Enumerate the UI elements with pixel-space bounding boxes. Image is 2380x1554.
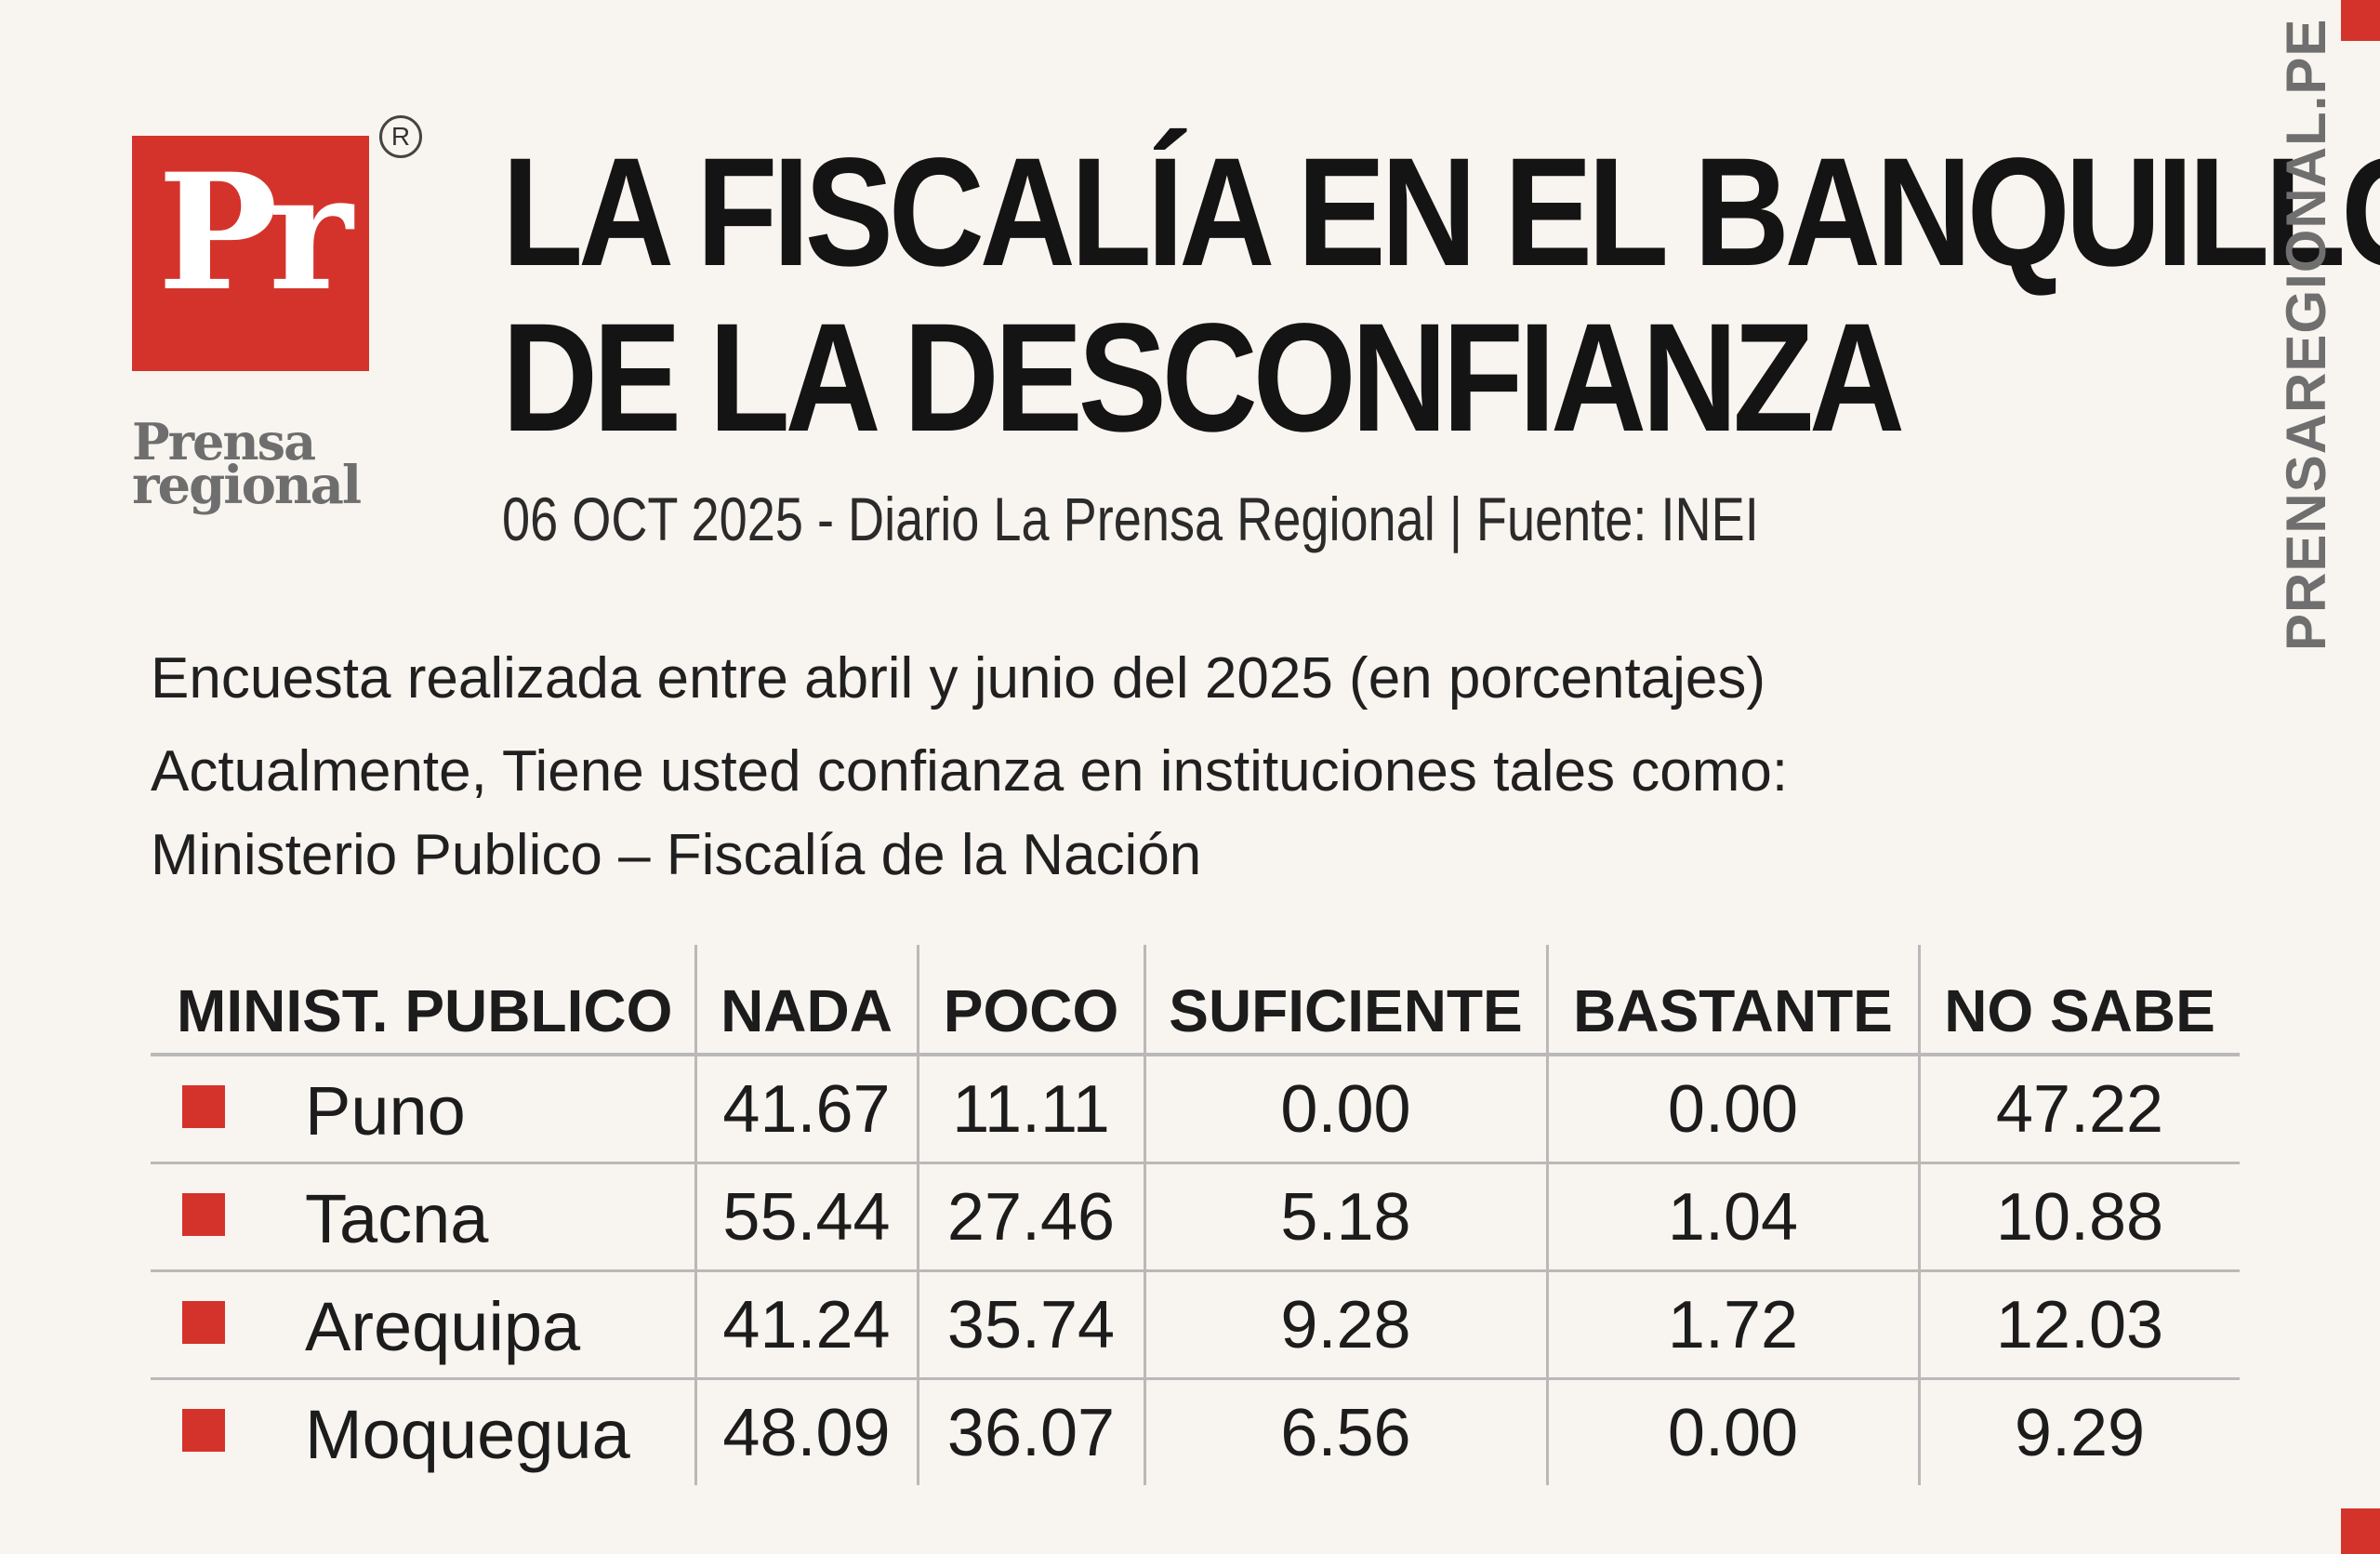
- page-title: LA FISCALÍA EN EL BANQUILLO DE LA DESCON…: [502, 126, 2380, 464]
- table-cell: 36.07: [916, 1378, 1144, 1485]
- table-cell: 0.00: [1143, 1055, 1547, 1164]
- table-cell: 0.00: [1545, 1055, 1919, 1164]
- table-cell: 47.22: [1917, 1055, 2240, 1164]
- column-header: NADA: [694, 945, 918, 1056]
- byline: 06 OCT 2025 - Diario La Prensa Regional …: [502, 485, 1759, 553]
- logo-mark: Pr: [132, 136, 369, 371]
- table-cell: 12.03: [1917, 1270, 2240, 1380]
- table-cell: 35.74: [916, 1270, 1144, 1380]
- table-row: Puno 41.67 11.11 0.00 0.00 47.22: [151, 1055, 2240, 1164]
- column-header: MINIST. PUBLICO: [151, 945, 695, 1056]
- logo-wordmark-line1: Prensa: [132, 412, 316, 472]
- region-label: Tacna: [305, 1179, 489, 1257]
- column-header: NO SABE: [1917, 945, 2240, 1056]
- accent-bar-top: [2341, 0, 2380, 41]
- region-label: Arequipa: [305, 1287, 581, 1365]
- table-cell: 11.11: [916, 1055, 1144, 1164]
- table-cell: 1.04: [1545, 1162, 1919, 1272]
- survey-intro-line3: Ministerio Publico – Fiscalía de la Naci…: [151, 823, 1202, 887]
- table-header-row: MINIST. PUBLICO NADA POCO SUFICIENTE BAS…: [151, 945, 2240, 1056]
- table-row: Moquegua 48.09 36.07 6.56 0.00 9.29: [151, 1378, 2240, 1486]
- table-cell: 9.28: [1143, 1270, 1547, 1380]
- accent-bar-bottom: [2341, 1508, 2380, 1554]
- logo-wordmark: Prensa regional: [132, 417, 374, 511]
- region-label: Puno: [305, 1071, 466, 1149]
- table-cell: 5.18: [1143, 1162, 1547, 1272]
- table-cell: 41.24: [694, 1270, 918, 1380]
- bullet-square-icon: [182, 1409, 225, 1453]
- region-cell: Arequipa: [151, 1270, 695, 1380]
- table-cell: 1.72: [1545, 1270, 1919, 1380]
- table-cell: 0.00: [1545, 1378, 1919, 1485]
- region-cell: Tacna: [151, 1162, 695, 1272]
- region-cell: Puno: [151, 1055, 695, 1164]
- column-header: SUFICIENTE: [1143, 945, 1547, 1056]
- table-cell: 55.44: [694, 1162, 918, 1272]
- table-cell: 48.09: [694, 1378, 918, 1485]
- page-title-line1: LA FISCALÍA EN EL BANQUILLO: [502, 126, 2380, 299]
- confidence-table-grid: MINIST. PUBLICO NADA POCO SUFICIENTE BAS…: [151, 945, 2240, 1485]
- column-header: BASTANTE: [1545, 945, 1919, 1056]
- side-website-text: PRENSAREGIONAL.PE: [2275, 18, 2337, 651]
- confidence-table: MINIST. PUBLICO NADA POCO SUFICIENTE BAS…: [151, 945, 2240, 1485]
- table-row: Arequipa 41.24 35.74 9.28 1.72 12.03: [151, 1270, 2240, 1380]
- region-label: Moquegua: [305, 1395, 630, 1473]
- survey-intro-line1: Encuesta realizada entre abril y junio d…: [151, 646, 1766, 711]
- bullet-square-icon: [182, 1193, 225, 1237]
- table-cell: 41.67: [694, 1055, 918, 1164]
- page-title-line2: DE LA DESCONFIANZA: [502, 292, 1905, 464]
- bullet-square-icon: [182, 1085, 225, 1129]
- logo-wordmark-line2: regional: [132, 455, 362, 516]
- table-cell: 27.46: [916, 1162, 1144, 1272]
- logo-mark-text: Pr: [157, 138, 353, 326]
- bullet-square-icon: [182, 1301, 225, 1345]
- survey-intro: Encuesta realizada entre abril y junio d…: [151, 632, 1788, 902]
- survey-intro-line2: Actualmente, Tiene usted confianza en in…: [151, 739, 1789, 804]
- table-cell: 10.88: [1917, 1162, 2240, 1272]
- column-header: POCO: [916, 945, 1144, 1056]
- registered-icon: R: [379, 115, 422, 158]
- table-row: Tacna 55.44 27.46 5.18 1.04 10.88: [151, 1162, 2240, 1272]
- table-cell: 9.29: [1917, 1378, 2240, 1485]
- region-cell: Moquegua: [151, 1379, 695, 1486]
- table-cell: 6.56: [1143, 1378, 1547, 1485]
